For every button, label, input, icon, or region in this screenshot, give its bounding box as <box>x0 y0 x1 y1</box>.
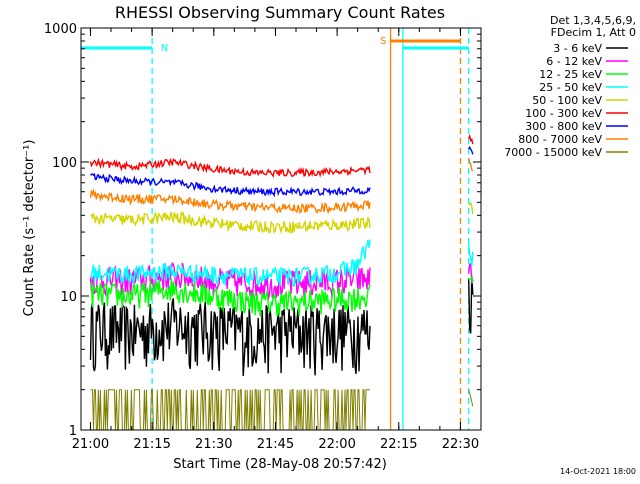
series-line <box>89 239 371 288</box>
x-tick-label: 22:30 <box>442 437 479 452</box>
legend-label: 3 - 6 keV <box>553 42 602 55</box>
series-line <box>468 243 474 267</box>
x-tick-label: 22:15 <box>380 437 417 452</box>
series-line <box>468 157 474 172</box>
series-25-50-kev <box>89 239 474 288</box>
x-tick-label: 21:30 <box>195 437 232 452</box>
series-line <box>89 188 371 215</box>
x-tick-label: 21:45 <box>257 437 294 452</box>
legend-label: 6 - 12 keV <box>546 55 602 68</box>
series-line <box>89 298 371 377</box>
series-line <box>90 172 371 198</box>
annotation-s: S <box>380 36 386 47</box>
flag-bars: NS <box>81 36 469 54</box>
legend-label: 50 - 100 keV <box>532 94 602 107</box>
chart-title: RHESSI Observing Summary Count Rates <box>115 3 445 22</box>
date-stamp: 14-Oct-2021 18:00 <box>560 467 636 476</box>
x-tick-label: 21:15 <box>133 437 170 452</box>
vertical-markers <box>151 28 470 430</box>
y-axis-label: Count Rate (s⁻¹ detector⁻¹) <box>22 140 37 317</box>
series-line <box>89 157 371 178</box>
x-axis-label: Start Time (28-May-08 20:57:42) <box>173 457 387 472</box>
plot-frame <box>80 27 482 431</box>
y-tick-label: 10 <box>60 290 77 305</box>
legend-label: 100 - 300 keV <box>525 107 602 120</box>
annotation-n: N <box>161 43 168 54</box>
series-800-7000-kev <box>89 157 474 215</box>
series-line <box>468 133 474 145</box>
series-12-25-kev <box>90 275 474 317</box>
series-300-800-kev <box>90 145 474 198</box>
series-line <box>468 275 474 284</box>
legend-label: 300 - 800 keV <box>525 120 602 133</box>
series-group <box>89 133 474 431</box>
legend: Det 1,3,4,5,6,9,FDecim 1, Att 0 3 - 6 keV… <box>504 14 636 159</box>
x-tick-label: 21:00 <box>72 437 109 452</box>
x-axis: 21:00 21:15 21:30 21:45 22:00 22:15 22:30 <box>72 28 482 452</box>
legend-label: 25 - 50 keV <box>539 81 602 94</box>
series-line <box>90 210 371 235</box>
legend-label: 12 - 25 keV <box>539 68 602 81</box>
y-tick-label: 1 <box>69 424 77 439</box>
y-tick-label: 1000 <box>44 22 77 37</box>
series-line <box>90 278 371 317</box>
y-tick-label: 100 <box>52 156 77 171</box>
series-line <box>468 201 474 215</box>
series-100-300-kev <box>89 133 474 178</box>
series-line <box>468 145 474 155</box>
series-line <box>468 389 474 407</box>
y-axis: 1 10 100 1000 <box>44 22 481 439</box>
x-tick-label: 22:00 <box>318 437 355 452</box>
legend-label: 7000 - 15000 keV <box>504 146 602 159</box>
legend-label: 800 - 7000 keV <box>518 133 602 146</box>
legend-header: FDecim 1, Att 0 <box>551 26 636 39</box>
legend-header: Det 1,3,4,5,6,9, <box>550 14 636 27</box>
series-50-100-kev <box>90 201 474 235</box>
